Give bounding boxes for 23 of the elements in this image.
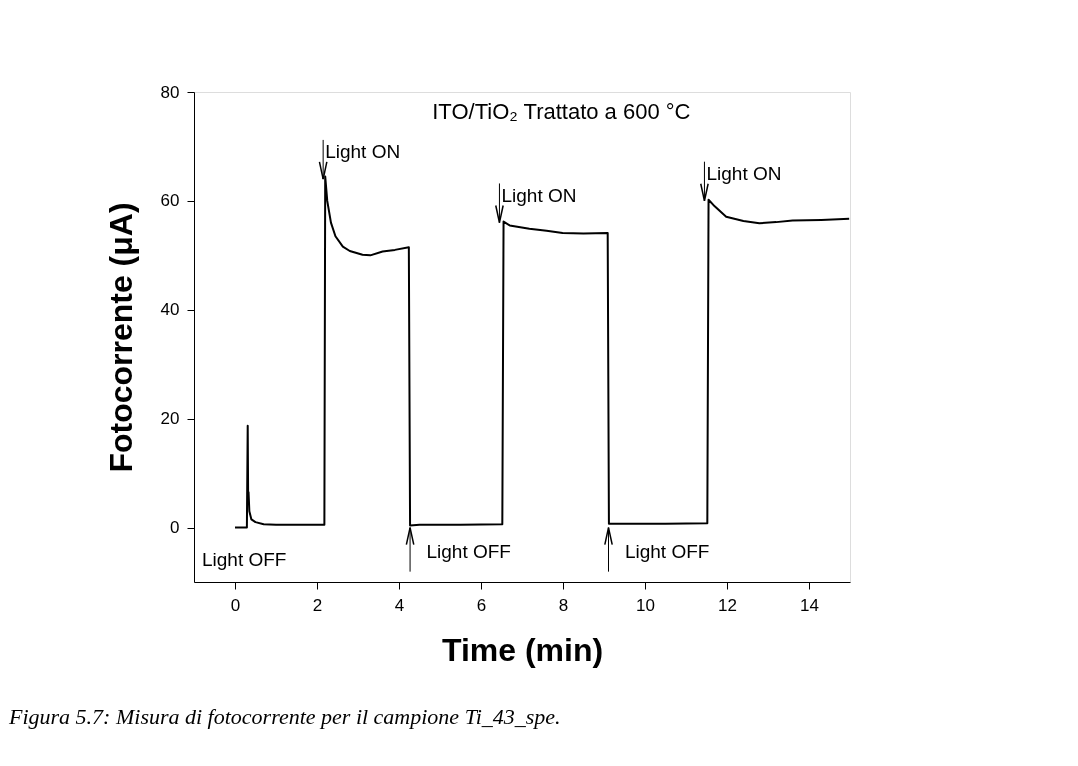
x-tick-label: 8 [558,595,569,615]
x-tick-label: 2 [312,595,323,615]
y-tick-label: 20 [160,409,180,429]
annotation: Light OFF [426,541,511,563]
annotation: Light ON [706,162,782,184]
x-tick-label: 12 [718,595,737,615]
chart-title: ITO/TiO₂ Trattato a 600 °C [432,99,691,124]
x-axis-title: Time (min) [441,631,604,668]
y-tick-label: 0 [170,518,180,538]
annotation: Light ON [325,141,401,163]
y-tick-label: 60 [160,191,180,211]
annotation: Light OFF [624,541,710,563]
y-tick-label: 40 [160,300,180,320]
x-tick-label: 6 [476,595,487,615]
text: Figura 5.7: Misura di fotocorrente per il campione Ti_43_spe. [8,704,561,729]
annotation: Light OFF [202,548,287,570]
annotation: Light ON [501,184,577,206]
x-tick-label: 10 [636,595,655,615]
y-axis-title: Fotocorrente (μA) [102,202,139,473]
y-tick-label: 80 [160,82,180,102]
x-tick-label: 14 [800,595,819,615]
x-tick-label: 0 [230,595,241,615]
x-tick-label: 4 [394,595,405,615]
